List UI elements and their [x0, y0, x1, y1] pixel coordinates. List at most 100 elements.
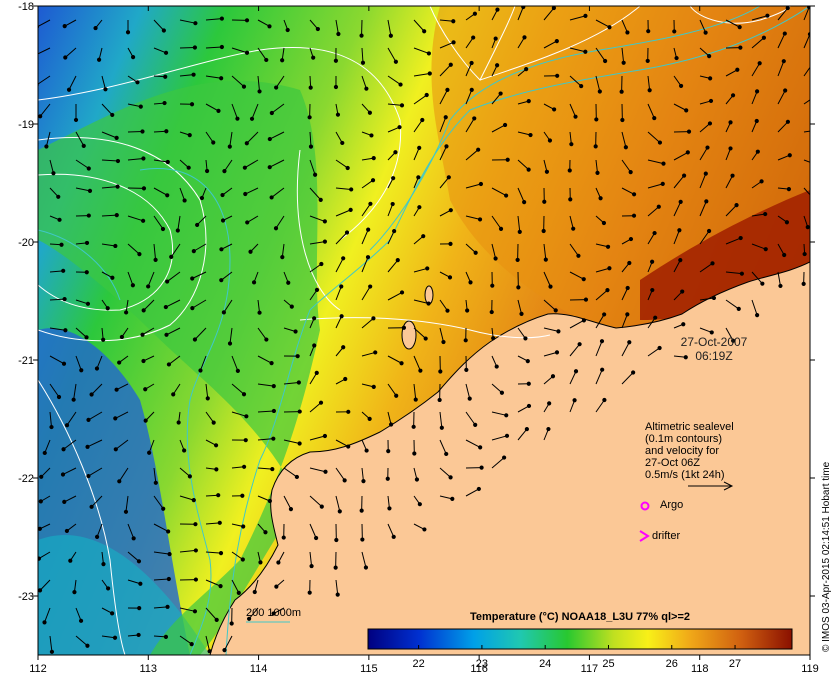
green-water-region: [38, 80, 320, 655]
velocity-arrow-head: [807, 6, 810, 10]
velocity-arrow-head: [498, 226, 504, 231]
velocity-arrow-head: [264, 337, 269, 342]
velocity-arrow: [229, 327, 233, 344]
velocity-arrow-head: [555, 73, 560, 78]
velocity-arrow-head: [163, 634, 169, 640]
velocity-arrow: [153, 47, 167, 54]
velocity-arrow: [491, 383, 503, 394]
velocity-arrow: [621, 341, 630, 357]
velocity-arrow-head: [451, 40, 456, 45]
velocity-arrow-head: [138, 104, 143, 109]
lon-tick-label: 119: [801, 663, 819, 675]
velocity-arrow-head: [141, 156, 146, 161]
velocity-arrow-head: [38, 526, 42, 531]
drifter-marker-icon: [639, 530, 650, 542]
velocity-arrow: [465, 118, 475, 133]
velocity-arrow-head: [653, 315, 658, 320]
velocity-arrow-head: [115, 158, 121, 164]
velocity-arrow-head: [359, 508, 364, 513]
velocity-arrow-head: [216, 108, 221, 113]
velocity-arrow: [699, 297, 714, 301]
velocity-arrow: [803, 66, 810, 77]
velocity-arrow-head: [784, 220, 790, 225]
velocity-arrow: [192, 299, 207, 309]
velocity-arrow: [725, 69, 738, 77]
velocity-arrow-head: [193, 548, 198, 553]
velocity-arrow-head: [211, 140, 216, 145]
velocity-arrow: [569, 343, 581, 357]
velocity-arrow: [413, 383, 417, 400]
velocity-arrow-head: [464, 367, 469, 372]
velocity-arrow: [387, 103, 403, 106]
velocity-arrow-head: [222, 648, 227, 653]
velocity-arrow: [387, 230, 395, 245]
velocity-arrow: [283, 439, 300, 444]
velocity-arrow: [309, 435, 326, 441]
credit: © IMOS 03-Apr-2015 02:14:51 Hobart time: [821, 461, 832, 652]
velocity-arrow: [595, 267, 610, 273]
velocity-arrow-head: [708, 76, 713, 81]
velocity-arrow: [335, 286, 342, 301]
velocity-arrow: [465, 439, 481, 448]
lon-tick-label: 117: [581, 663, 599, 675]
velocity-arrow: [179, 495, 194, 501]
velocity-arrow: [118, 467, 129, 482]
velocity-arrow-head: [524, 426, 529, 432]
velocity-arrow: [88, 467, 103, 477]
velocity-arrow-head: [248, 249, 253, 254]
velocity-arrow-head: [710, 261, 715, 266]
velocity-arrow-head: [422, 527, 427, 532]
velocity-arrow-head: [657, 140, 663, 145]
velocity-arrow-head: [645, 58, 650, 64]
velocity-arrow-head: [160, 226, 166, 232]
velocity-arrow-head: [119, 334, 125, 340]
lat-tick-label: -21: [18, 355, 34, 367]
velocity-arrow: [309, 467, 326, 473]
velocity-arrow-head: [51, 171, 56, 176]
velocity-arrow: [803, 159, 810, 163]
velocity-arrow-head: [450, 496, 455, 501]
colorbar-tick-label: 23: [476, 658, 488, 670]
velocity-arrow-head: [318, 400, 324, 405]
map-frame: [37, 5, 811, 656]
velocity-arrow: [153, 578, 169, 581]
velocity-arrow-head: [113, 416, 118, 421]
velocity-arrow: [803, 99, 810, 105]
velocity-arrow-head: [494, 364, 499, 369]
velocity-arrow: [439, 89, 448, 105]
velocity-arrow: [361, 351, 376, 357]
velocity-arrow-head: [469, 87, 474, 92]
velocity-arrow-head: [137, 606, 142, 611]
velocity-arrow-head: [581, 277, 586, 282]
velocity-arrow: [439, 117, 447, 133]
velocity-arrow-head: [547, 401, 552, 406]
velocity-arrow: [75, 355, 82, 371]
velocity-arrow-head: [811, 196, 814, 199]
velocity-arrow-head: [106, 586, 111, 591]
velocity-arrow: [387, 259, 399, 273]
velocity-arrow-head: [61, 268, 66, 273]
velocity-arrow-head: [195, 222, 200, 228]
velocity-arrow: [361, 75, 367, 89]
velocity-arrow-head: [140, 129, 145, 134]
velocity-arrow-head: [267, 136, 272, 142]
velocity-arrow-head: [441, 339, 446, 345]
velocity-arrow-head: [78, 618, 84, 623]
velocity-arrow-head: [368, 284, 373, 289]
velocity-arrow: [153, 243, 157, 260]
velocity-arrow-head: [274, 584, 279, 589]
velocity-arrow-head: [165, 193, 170, 198]
velocity-arrow-head: [271, 611, 276, 616]
colorbar-gradient: [367, 628, 793, 650]
velocity-arrow-head: [524, 66, 529, 72]
velocity-arrow: [361, 467, 364, 482]
velocity-arrow: [673, 230, 680, 245]
velocity-arrow: [595, 289, 608, 301]
velocity-arrow: [205, 383, 209, 399]
velocity-arrow: [595, 399, 605, 413]
velocity-arrow: [491, 187, 507, 196]
velocity-arrow: [257, 47, 267, 61]
velocity-arrow: [543, 327, 559, 332]
map-field: [38, 6, 814, 655]
velocity-arrows: [38, 6, 814, 654]
